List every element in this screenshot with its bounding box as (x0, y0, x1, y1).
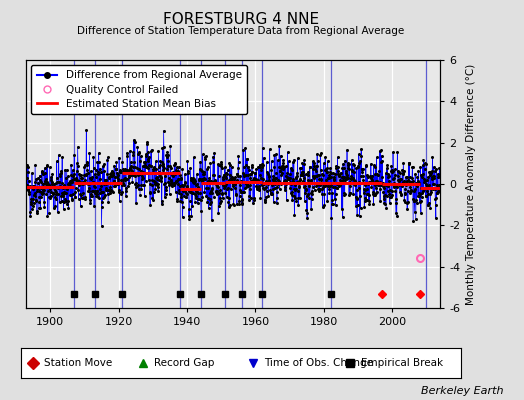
Text: FORESTBURG 4 NNE: FORESTBURG 4 NNE (163, 12, 319, 27)
Text: Empirical Break: Empirical Break (361, 358, 443, 368)
Text: Station Move: Station Move (44, 358, 112, 368)
Text: Difference of Station Temperature Data from Regional Average: Difference of Station Temperature Data f… (78, 26, 405, 36)
Text: Time of Obs. Change: Time of Obs. Change (264, 358, 373, 368)
Y-axis label: Monthly Temperature Anomaly Difference (°C): Monthly Temperature Anomaly Difference (… (466, 63, 476, 305)
Legend: Difference from Regional Average, Quality Control Failed, Estimated Station Mean: Difference from Regional Average, Qualit… (31, 65, 247, 114)
Text: Berkeley Earth: Berkeley Earth (421, 386, 503, 396)
Text: Record Gap: Record Gap (154, 358, 214, 368)
